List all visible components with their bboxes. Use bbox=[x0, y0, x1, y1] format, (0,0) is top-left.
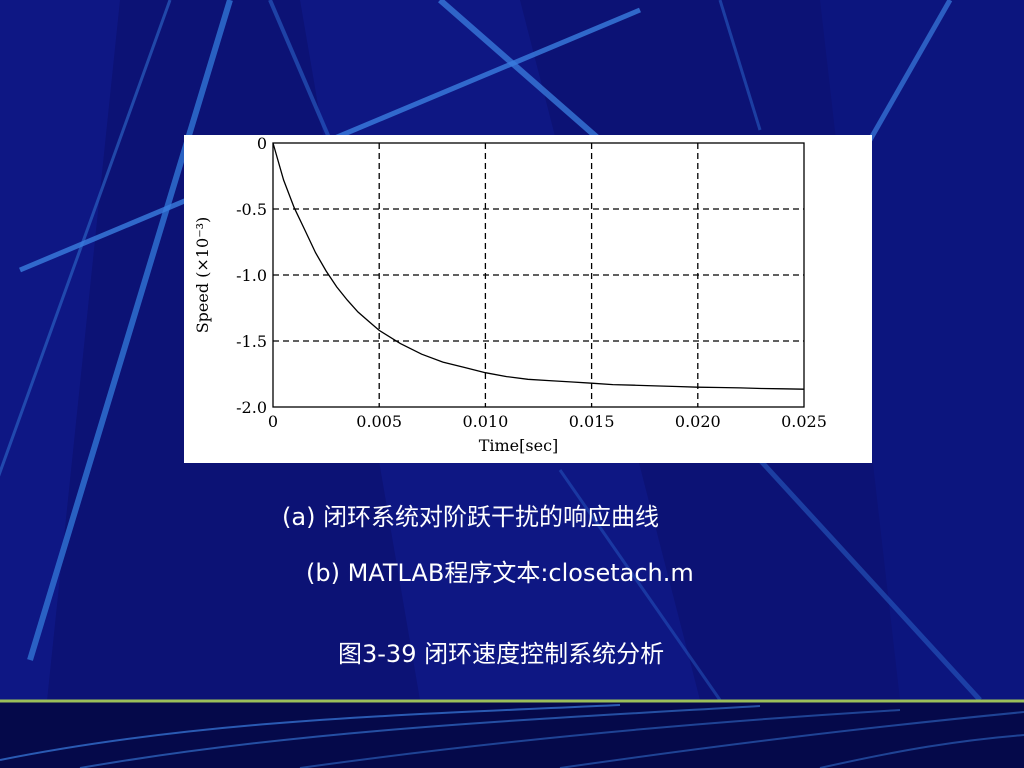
y-tick-label: 0 bbox=[257, 135, 267, 153]
y-tick-label: -1.5 bbox=[236, 332, 267, 351]
y-tick-label: -0.5 bbox=[236, 200, 267, 219]
caption-a: (a) 闭环系统对阶跃干扰的响应曲线 bbox=[282, 503, 660, 531]
plot-frame bbox=[272, 142, 805, 408]
x-tick-label: 0.025 bbox=[781, 412, 827, 431]
x-tick-label: 0.020 bbox=[675, 412, 721, 431]
y-tick-label: -1.0 bbox=[236, 266, 267, 285]
speed-response-chart: 0 0.005 0.010 0.015 0.020 0.025 0 -0.5 -1.0 -1.5 -… bbox=[193, 135, 827, 455]
chart-panel: 0 0.005 0.010 0.015 0.020 0.025 0 -0.5 -1.0 -1.5 -… bbox=[184, 135, 872, 463]
x-tick-label: 0.005 bbox=[356, 412, 402, 431]
caption-b: (b) MATLAB程序文本:closetach.m bbox=[306, 559, 694, 587]
x-axis-label: Time[sec] bbox=[479, 436, 559, 455]
figure-caption: 图3-39 闭环速度控制系统分析 bbox=[338, 640, 665, 668]
x-tick-label: 0.010 bbox=[462, 412, 508, 431]
x-tick-label: 0 bbox=[268, 412, 278, 431]
series-line bbox=[272, 142, 805, 390]
y-tick-label: -2.0 bbox=[236, 398, 267, 417]
x-tick-label: 0.015 bbox=[569, 412, 615, 431]
y-axis-label: Speed (×10⁻³) bbox=[193, 217, 212, 334]
